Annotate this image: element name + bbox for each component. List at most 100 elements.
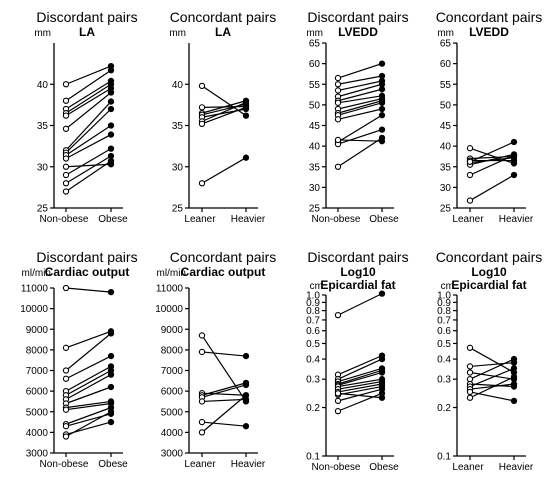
y-tick-label: 0.1 xyxy=(437,452,451,463)
panel-title: Concordant pairs xyxy=(170,9,277,25)
pair-line xyxy=(201,100,247,114)
panel-title: Discordant pairs xyxy=(307,249,408,265)
y-tick-label: 0.3 xyxy=(437,375,451,386)
pair-line xyxy=(201,382,247,396)
pair-line xyxy=(337,63,383,79)
y-tick-label: 7000 xyxy=(161,366,184,377)
panel-title: Concordant pairs xyxy=(436,249,543,265)
pair-line xyxy=(201,157,247,184)
data-point-open xyxy=(334,163,342,170)
panel-subtitle: LA xyxy=(215,25,231,39)
y-tick-label: 55 xyxy=(309,80,321,91)
data-point-open xyxy=(198,104,206,111)
pair-line xyxy=(337,100,383,114)
y-tick-label: 45 xyxy=(309,121,321,132)
pair-line xyxy=(469,371,515,380)
data-point-open xyxy=(334,87,342,94)
panel-subtitle: Log10 xyxy=(471,265,507,279)
x-category-label: Obese xyxy=(98,459,128,470)
pair-line xyxy=(201,384,247,398)
data-point-open xyxy=(334,136,342,144)
pair-line xyxy=(65,148,112,176)
data-point-open xyxy=(62,367,70,374)
data-point-open xyxy=(62,406,70,413)
x-category-label: Leaner xyxy=(452,462,484,473)
pair-line xyxy=(337,114,383,143)
data-point-filled xyxy=(107,330,115,337)
y-unit-label: cm xyxy=(441,281,454,292)
data-point-open xyxy=(62,81,70,88)
y-tick-label: 25 xyxy=(440,204,452,215)
y-tick-label: 5000 xyxy=(26,407,49,418)
x-category-label: Leaner xyxy=(184,214,216,225)
data-point-open xyxy=(334,74,342,82)
pair-line xyxy=(65,101,112,151)
data-point-open xyxy=(466,158,474,165)
data-point-open xyxy=(62,188,70,195)
pair-line xyxy=(65,330,112,349)
data-point-open xyxy=(62,155,70,162)
data-point-filled xyxy=(242,104,250,111)
data-point-open xyxy=(62,171,70,179)
data-point-open xyxy=(334,397,342,405)
data-point-filled xyxy=(510,373,518,381)
y-unit-label: ml/min xyxy=(22,268,51,279)
data-point-filled xyxy=(107,145,115,152)
data-point-filled xyxy=(378,86,386,93)
pair-line xyxy=(337,95,383,104)
pair-line xyxy=(65,160,112,192)
pair-line xyxy=(337,139,383,142)
pair-line xyxy=(337,102,383,116)
y-tick-label: 11000 xyxy=(21,284,49,295)
panel-subtitle: Epicardial fat xyxy=(451,278,526,292)
data-point-open xyxy=(466,344,474,351)
data-point-filled xyxy=(107,408,115,415)
pair-line xyxy=(201,106,247,125)
y-tick-label: 1.0 xyxy=(306,291,320,302)
pair-line xyxy=(337,75,383,85)
x-category-label: Heavier xyxy=(231,459,266,470)
y-tick-label: 3000 xyxy=(26,449,49,460)
y-tick-label: 0.4 xyxy=(437,355,451,366)
y-tick-label: 7000 xyxy=(26,366,49,377)
y-tick-label: 35 xyxy=(309,162,321,173)
data-point-open xyxy=(198,82,206,90)
y-tick-label: 30 xyxy=(309,183,321,194)
pair-line xyxy=(337,293,383,316)
pair-line xyxy=(337,392,383,412)
data-point-open xyxy=(466,171,474,179)
pair-line xyxy=(337,383,383,393)
x-category-label: Obese xyxy=(369,462,399,473)
pair-line xyxy=(65,87,112,117)
panel-subtitle: Epicardial fat xyxy=(320,278,395,292)
data-point-open xyxy=(62,375,70,382)
data-point-open xyxy=(198,418,206,426)
y-tick-label: 6000 xyxy=(26,387,49,398)
y-unit-label: mm xyxy=(437,28,454,39)
pair-line xyxy=(201,335,247,402)
pair-line xyxy=(65,365,112,392)
data-point-filled xyxy=(107,288,115,296)
y-tick-label: 35 xyxy=(37,121,49,132)
panel-subtitle: LVEDD xyxy=(469,25,509,39)
y-tick-label: 25 xyxy=(309,204,321,215)
pair-line xyxy=(469,153,515,166)
data-point-filled xyxy=(510,152,518,159)
pair-line xyxy=(65,386,112,405)
y-tick-label: 65 xyxy=(309,39,321,50)
data-point-filled xyxy=(107,122,115,129)
y-tick-label: 10000 xyxy=(20,304,48,315)
pair-line xyxy=(65,332,112,371)
pair-line xyxy=(337,371,383,386)
y-unit-label: mm xyxy=(169,28,186,39)
pair-line xyxy=(65,407,112,425)
y-tick-label: 25 xyxy=(37,204,49,215)
data-point-open xyxy=(334,390,342,397)
y-tick-label: 1.0 xyxy=(437,291,451,302)
pair-line xyxy=(65,402,112,411)
y-tick-label: 0.6 xyxy=(306,326,320,337)
